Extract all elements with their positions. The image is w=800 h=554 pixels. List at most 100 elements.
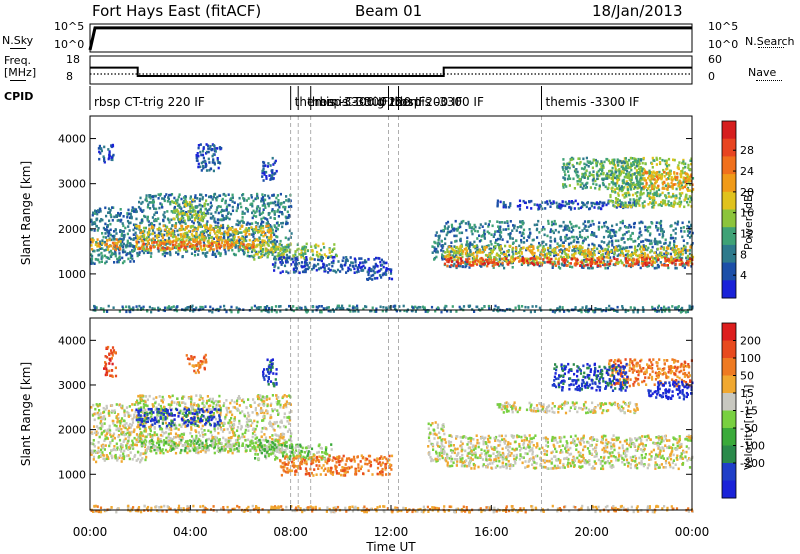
velocity-colorbar-tick-label: 100 bbox=[740, 352, 761, 365]
nave-tick-high: 60 bbox=[708, 53, 722, 66]
freq-panel-frame bbox=[89, 55, 693, 85]
velocity-region-15 bbox=[90, 504, 694, 514]
power-ylabel: Slant Range [km] bbox=[19, 161, 33, 265]
power-colorbar-swatch bbox=[722, 280, 736, 299]
nsky-panel-frame bbox=[89, 23, 693, 53]
power-colorbar-tick-label: 20 bbox=[740, 186, 754, 199]
beam-title: Beam 01 bbox=[355, 2, 423, 20]
velocity-region-10 bbox=[443, 434, 694, 471]
xtick-label: 08:00 bbox=[273, 525, 308, 539]
power-colorbar-swatch bbox=[722, 244, 736, 264]
xtick-label: 04:00 bbox=[173, 525, 208, 539]
power-region-1 bbox=[90, 238, 122, 252]
power-region-12 bbox=[431, 228, 445, 261]
nsky-legend-line bbox=[10, 48, 26, 49]
nsearch-tick-high: 10^5 bbox=[708, 20, 739, 33]
xaxis-label: Time UT bbox=[365, 540, 416, 554]
power-colorbar-swatch bbox=[722, 121, 736, 140]
nsky-trace bbox=[88, 26, 692, 51]
nsky-tick-low: 10^0 bbox=[54, 38, 85, 51]
power-colorbar-tick-label: 24 bbox=[740, 165, 754, 178]
velocity-ylabel: Slant Range [km] bbox=[19, 362, 33, 466]
power-colorbar-tick-label: 8 bbox=[740, 248, 747, 261]
velocity-colorbar-swatch bbox=[722, 445, 736, 464]
power-colorbar-tick-label: 16 bbox=[740, 207, 754, 220]
velocity-colorbar-swatch bbox=[722, 480, 736, 499]
power-colorbar-frame bbox=[721, 120, 737, 299]
power-colorbar-tick-label: 28 bbox=[740, 144, 754, 157]
cpid-entry: rbsp CT-trig 220 IF bbox=[315, 95, 426, 109]
velocity-region-9 bbox=[427, 421, 446, 463]
velocity-colorbar-tick-label: -15 bbox=[740, 405, 758, 418]
freq-trace bbox=[90, 66, 692, 77]
velocity-colorbar-tick-label: -50 bbox=[740, 422, 758, 435]
velocity-colorbar-tick-label: 200 bbox=[740, 335, 761, 348]
power-ytick-label: 1000 bbox=[58, 268, 86, 281]
power-colorbar-swatch bbox=[722, 209, 736, 228]
velocity-colorbar-swatch bbox=[722, 410, 736, 429]
velocity-region-5 bbox=[185, 353, 208, 375]
power-ytick-label: 3000 bbox=[58, 178, 86, 191]
power-region-10 bbox=[271, 255, 388, 275]
velocity-region-8 bbox=[279, 454, 394, 477]
velocity-region-6 bbox=[262, 358, 278, 388]
power-colorbar-swatch bbox=[722, 174, 736, 193]
velocity-ytick-label: 3000 bbox=[58, 379, 86, 392]
cpid-entry: themis -3300 IF bbox=[390, 95, 484, 109]
power-ytick-label: 2000 bbox=[58, 223, 86, 236]
xtick-label: 00:00 bbox=[675, 525, 710, 539]
velocity-colorbar-swatch bbox=[722, 323, 736, 341]
velocity-region-3 bbox=[135, 407, 222, 428]
power-colorbar-tick-label: 12 bbox=[740, 228, 754, 241]
velocity-colorbar-swatch bbox=[722, 428, 736, 446]
date-title: 18/Jan/2013 bbox=[592, 2, 683, 20]
power-region-0 bbox=[90, 206, 138, 265]
power-region-20 bbox=[92, 304, 694, 314]
nave-legend-line bbox=[756, 80, 782, 81]
power-region-8 bbox=[261, 156, 278, 182]
power-region-2 bbox=[97, 143, 115, 164]
nave-label: Nave bbox=[748, 66, 777, 79]
velocity-colorbar-tick-label: 50 bbox=[740, 370, 754, 383]
velocity-colorbar-tick-label: -100 bbox=[740, 440, 765, 453]
cpid-entry: rbsp CT-trig 220 IF bbox=[94, 95, 205, 109]
velocity-colorbar-swatch bbox=[722, 340, 736, 359]
velocity-region-7 bbox=[253, 443, 333, 462]
velocity-region-13 bbox=[551, 362, 629, 392]
xtick-label: 16:00 bbox=[474, 525, 509, 539]
power-region-18 bbox=[641, 170, 695, 191]
cpid-entry: rbsp 200 IF bbox=[395, 95, 462, 109]
power-region-6 bbox=[171, 198, 208, 223]
power-colorbar-swatch bbox=[722, 156, 736, 175]
velocity-ytick-label: 1000 bbox=[58, 468, 86, 481]
xtick-label: 00:00 bbox=[73, 525, 108, 539]
velocity-region-4 bbox=[141, 438, 288, 453]
velocity-colorbar-tick-label: -200 bbox=[740, 457, 765, 470]
power-colorbar-tick-label: 4 bbox=[740, 269, 747, 282]
xtick-label: 20:00 bbox=[574, 525, 609, 539]
power-region-19 bbox=[561, 156, 644, 191]
cpid-entry: themis -3300 IF bbox=[295, 95, 389, 109]
freq-legend-line bbox=[10, 80, 26, 81]
freq-tick-low: 8 bbox=[66, 70, 73, 83]
velocity-colorbar-swatch bbox=[722, 393, 736, 411]
power-colorbar-swatch bbox=[722, 262, 736, 281]
station-title: Fort Hays East (fitACF) bbox=[92, 2, 262, 20]
power-region-7 bbox=[195, 143, 223, 173]
xtick-label: 12:00 bbox=[374, 525, 409, 539]
nsearch-label: N.Search bbox=[745, 35, 795, 48]
power-region-9 bbox=[253, 242, 338, 261]
cpid-entry: themis -3300 IF bbox=[546, 95, 640, 109]
velocity-region-1 bbox=[103, 345, 118, 378]
velocity-colorbar-tick-label: 15 bbox=[740, 387, 754, 400]
freq-unit-label: [MHz] bbox=[4, 66, 37, 79]
velocity-colorbar-swatch bbox=[722, 463, 736, 481]
velocity-region-11 bbox=[496, 400, 639, 415]
power-region-11 bbox=[366, 265, 394, 281]
power-colorbar-swatch bbox=[722, 138, 736, 157]
freq-tick-high: 18 bbox=[66, 53, 80, 66]
nsky-label: N.Sky bbox=[2, 34, 34, 47]
velocity-colorbar-swatch bbox=[722, 375, 736, 394]
cpid-entry: themis -3300 IF bbox=[307, 95, 401, 109]
